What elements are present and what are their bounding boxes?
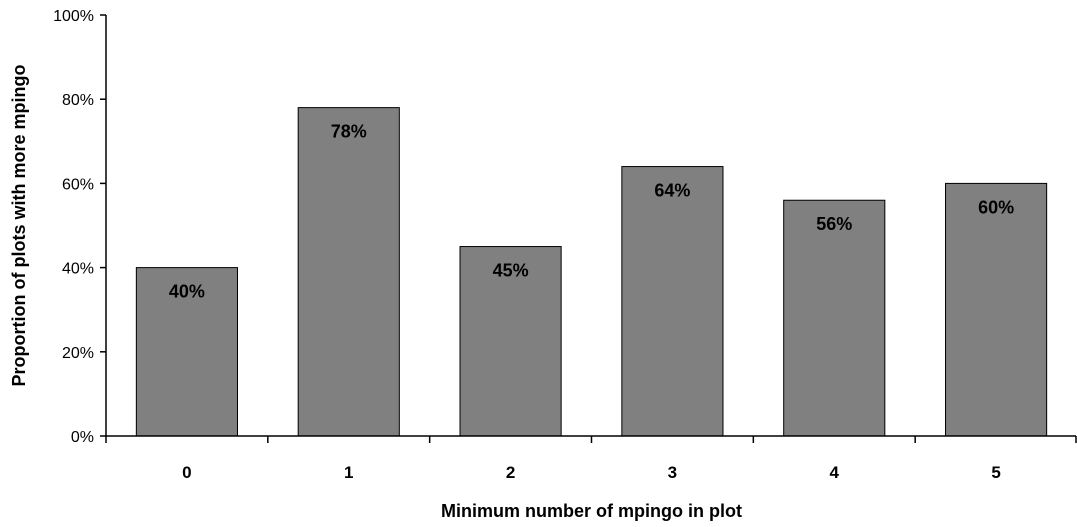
data-label-1: 78%: [331, 122, 367, 142]
x-tick-label-0: 0: [182, 463, 191, 482]
data-label-5: 60%: [978, 197, 1014, 217]
y-tick-label-20: 20%: [62, 345, 94, 362]
data-label-4: 56%: [816, 214, 852, 234]
bar-4: [783, 199, 886, 437]
data-label-0: 40%: [169, 282, 205, 302]
data-label-2: 45%: [493, 261, 529, 281]
bar-5: [945, 182, 1048, 437]
axes: [100, 14, 1077, 443]
y-tick-label-100: 100%: [53, 8, 94, 25]
x-tick-label-3: 3: [668, 463, 677, 482]
y-tick-label-0: 0%: [71, 429, 94, 446]
bar-1: [297, 107, 400, 437]
y-tick-label-60: 60%: [62, 176, 94, 193]
y-tick-label-80: 80%: [62, 92, 94, 109]
data-label-3: 64%: [654, 181, 690, 201]
data-labels: 40% 78% 45% 64% 56% 60%: [169, 122, 1014, 302]
x-axis-title: Minimum number of mpingo in plot: [441, 501, 742, 521]
bar-3: [621, 166, 724, 437]
x-tick-label-4: 4: [830, 463, 840, 482]
bar-0: [135, 267, 238, 437]
bar-2: [459, 246, 562, 437]
y-axis-title: Proportion of plots with more mpingo: [9, 65, 29, 387]
x-tick-label-2: 2: [506, 463, 515, 482]
y-tick-label-40: 40%: [62, 261, 94, 278]
bars: [135, 107, 1048, 437]
x-tick-label-5: 5: [991, 463, 1000, 482]
tick-labels: 0 1 2 3 4 5 0% 20% 40% 60% 80% 100%: [53, 8, 1001, 482]
x-tick-label-1: 1: [344, 463, 353, 482]
